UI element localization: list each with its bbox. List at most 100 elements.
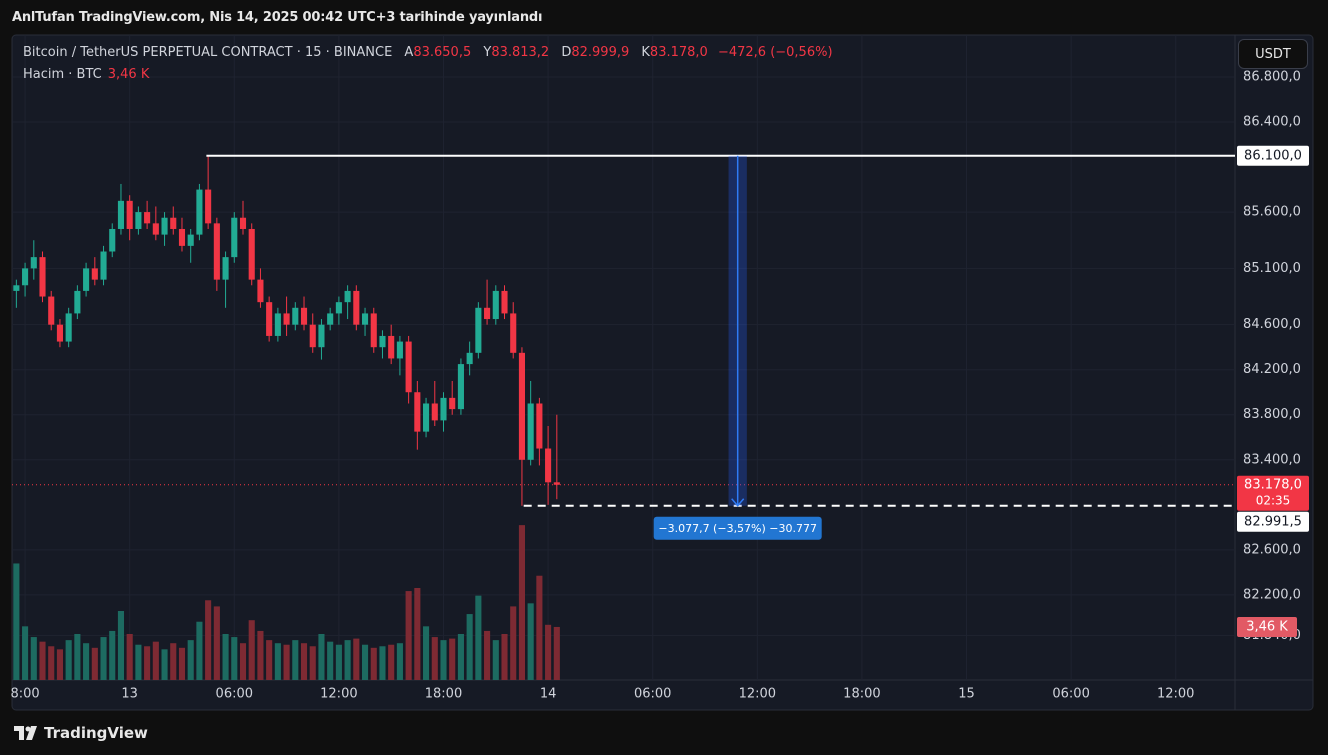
- legend-key: A: [404, 45, 414, 60]
- volume-bar: [100, 637, 107, 680]
- axes: 86.800,0 86.400,0 85.600,0 85.100,0 84.600,0…: [10, 69, 1309, 702]
- volume-bar: [144, 646, 151, 680]
- price-badge: [1237, 511, 1309, 532]
- legend-key: D: [561, 45, 572, 60]
- volume-bar: [135, 644, 142, 680]
- candle-body: [492, 290, 499, 320]
- candle-body: [414, 392, 421, 432]
- volume-bar: [501, 634, 508, 680]
- volume-bar: [510, 606, 517, 680]
- volume-bar: [74, 634, 81, 680]
- volume-badge-label: 3,46 K: [1246, 619, 1288, 634]
- volume-bar: [344, 640, 351, 680]
- volume-bar: [484, 630, 491, 680]
- volume-bar: [292, 640, 299, 680]
- x-tick-label: 06:00: [634, 687, 671, 702]
- volume-bar: [213, 606, 220, 680]
- volume-legend: Hacim · BTC 3,46 K: [23, 67, 149, 82]
- candle-body: [83, 268, 90, 291]
- volume-bar: [449, 638, 456, 680]
- volume-bar: [536, 575, 543, 680]
- volume-bar: [361, 644, 369, 680]
- chart-panel: [11, 34, 1314, 711]
- volume-bar: [65, 640, 72, 680]
- candle-body: [396, 341, 403, 359]
- volume-bar: [178, 647, 186, 680]
- volume-bar: [257, 630, 264, 680]
- candle-body: [484, 307, 491, 320]
- candle-body: [475, 307, 482, 353]
- candle-body: [22, 268, 29, 286]
- candle-body: [440, 397, 447, 421]
- candle-body: [213, 223, 220, 280]
- candle-body: [353, 290, 360, 325]
- candle-body: [135, 212, 142, 229]
- volume-bar: [187, 640, 194, 680]
- candle-body: [361, 313, 369, 325]
- x-tick-label: 12:00: [739, 687, 776, 702]
- x-tick-label: 12:00: [320, 687, 357, 702]
- volume-bar: [196, 621, 203, 680]
- volume-bar: [109, 630, 116, 680]
- volume-bar: [327, 641, 334, 680]
- volume-bar: [335, 644, 342, 680]
- candle-body: [205, 189, 212, 224]
- volume-bar: [266, 640, 273, 680]
- candle-body: [501, 290, 508, 314]
- volume-bar: [545, 624, 552, 680]
- currency-button[interactable]: USDT: [1238, 39, 1308, 69]
- candle-body: [91, 268, 98, 280]
- volume-bar: [83, 643, 90, 680]
- volume-bar: [231, 637, 238, 680]
- candle-body: [292, 307, 299, 325]
- candle-body: [300, 307, 308, 325]
- volume-bar: [48, 646, 55, 680]
- volume-bar: [56, 649, 63, 680]
- candle-body: [248, 228, 255, 280]
- candle-body: [283, 313, 290, 325]
- candle-body: [126, 200, 133, 229]
- measure-label-box: [653, 516, 822, 540]
- candle-body: [30, 257, 37, 269]
- legend-key: K: [641, 45, 650, 60]
- volume-bar: [300, 643, 308, 680]
- volume-bar: [239, 643, 247, 680]
- candle-body: [100, 251, 107, 280]
- volume-bar: [39, 641, 46, 680]
- volume-bar: [318, 634, 325, 680]
- candle-body: [196, 189, 203, 235]
- volume-bar: [475, 595, 482, 680]
- x-tick-label: 12:00: [1157, 687, 1194, 702]
- y-tick-label: 83.800,0: [1243, 407, 1301, 422]
- symbol-legend: Bitcoin / TetherUS PERPETUAL CONTRACT · …: [23, 45, 833, 60]
- symbol: Bitcoin / TetherUS PERPETUAL CONTRACT · …: [23, 45, 393, 60]
- volume-bar: [283, 644, 290, 680]
- candle-body: [65, 313, 72, 342]
- candle-body: [13, 285, 20, 291]
- price-badge-label: 82.991,5: [1244, 514, 1302, 529]
- x-tick-label: 15: [958, 687, 975, 702]
- volume-bar: [117, 611, 125, 680]
- candle-body: [274, 313, 281, 336]
- candle-body: [466, 352, 473, 365]
- volume-bar: [457, 634, 464, 680]
- volume-bar: [126, 634, 133, 680]
- candle-body: [327, 313, 334, 325]
- volume-bar: [492, 640, 499, 680]
- x-tick-label: 8:00: [10, 687, 39, 702]
- legend-key: Y: [483, 45, 492, 60]
- candle-body: [518, 352, 525, 460]
- volume-bar: [222, 634, 229, 680]
- logo-icon: [14, 726, 37, 740]
- volume-bar: [205, 600, 212, 680]
- candle-body: [423, 403, 430, 432]
- y-tick-label: 85.600,0: [1243, 205, 1301, 220]
- logo: TradingView: [14, 724, 148, 742]
- candle-body: [553, 482, 560, 485]
- candle-body: [431, 403, 438, 421]
- volume-bar: [388, 644, 395, 680]
- legend-value: 83.813,2: [491, 45, 550, 60]
- candle-body: [457, 364, 464, 410]
